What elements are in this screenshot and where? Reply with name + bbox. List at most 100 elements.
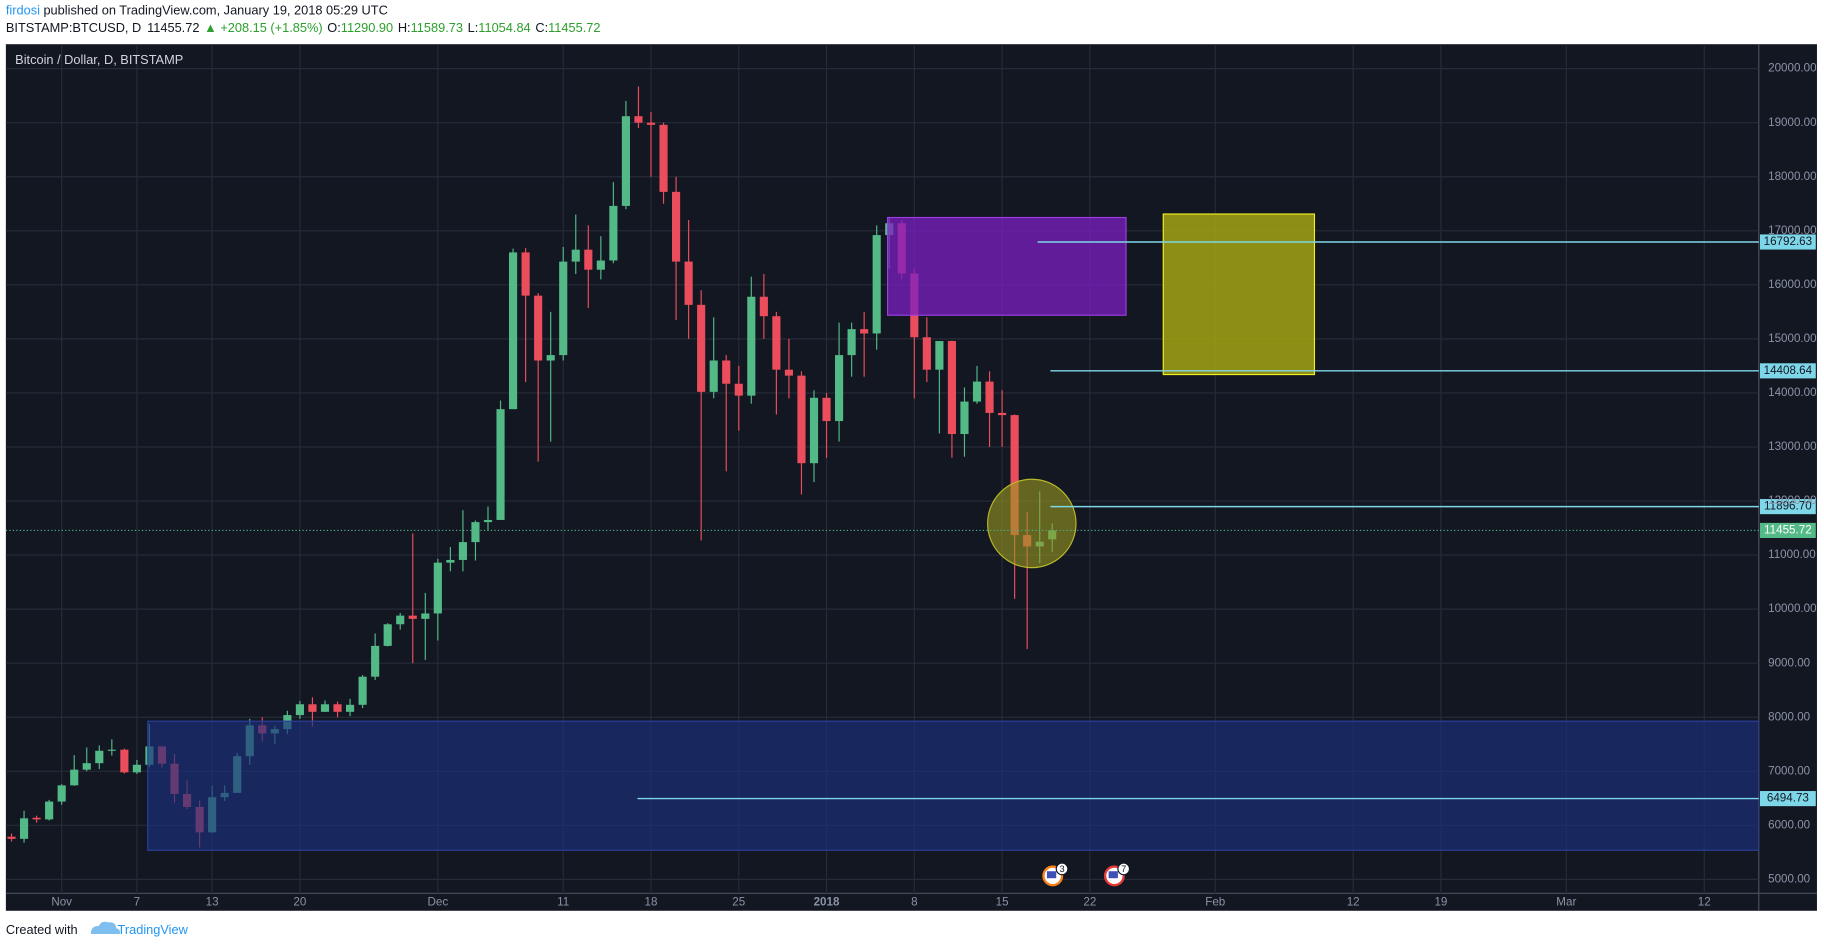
x-tick-label: 13	[206, 896, 219, 909]
candle-body	[320, 704, 330, 712]
candle-body	[383, 624, 392, 646]
last-price-bg	[1759, 522, 1816, 539]
candles	[7, 86, 1057, 848]
x-tick-label: 19	[1434, 896, 1447, 909]
candle-body	[922, 337, 931, 370]
candle-body	[621, 116, 630, 206]
price-label: 14408.64	[1764, 364, 1813, 377]
candle-body	[835, 355, 844, 422]
x-tick-label: 11	[557, 896, 569, 909]
y-tick-label: 17000.00	[1768, 224, 1817, 237]
y-tick-label: 10000.00	[1768, 602, 1817, 615]
candle-body	[684, 261, 693, 305]
candle-body	[985, 381, 994, 413]
x-tick-label: Mar	[1556, 896, 1576, 909]
candle-body	[471, 522, 480, 543]
y-tick-label: 14000.00	[1768, 386, 1817, 399]
candle-body	[95, 750, 104, 764]
candle-body	[132, 764, 141, 773]
x-tick-label: 12	[1698, 896, 1711, 909]
x-tick-label: 18	[645, 896, 658, 909]
close: 11455.72	[548, 20, 600, 35]
candle-body	[847, 329, 856, 356]
candle-body	[57, 785, 66, 802]
candle-body	[998, 412, 1007, 416]
candle-body	[107, 749, 116, 751]
event-icon: 3	[1042, 862, 1069, 887]
candle-body	[358, 676, 367, 705]
candle-body	[759, 296, 768, 317]
candle-body	[872, 235, 881, 334]
candle-body	[860, 329, 869, 334]
candle-body	[609, 205, 618, 261]
y-tick-label: 8000.00	[1768, 710, 1811, 723]
close-label: C:	[535, 20, 548, 35]
price-label-bg	[1759, 791, 1816, 807]
y-tick-label: 20000.00	[1768, 62, 1817, 75]
candle-body	[646, 122, 656, 125]
candle-body	[659, 124, 668, 192]
x-tick-label: 22	[1083, 896, 1096, 909]
price-label-bg	[1759, 499, 1816, 515]
flag	[1046, 871, 1057, 879]
x-tick-label: Feb	[1205, 896, 1225, 909]
y-tick-label: 6000.00	[1768, 818, 1811, 831]
candle-body	[947, 341, 957, 435]
candle-body	[483, 519, 493, 523]
high-label: H:	[398, 20, 411, 35]
zone-rect	[886, 216, 1127, 316]
author: firdosi	[6, 3, 40, 18]
candle-body	[596, 260, 605, 270]
low: 11054.84	[478, 20, 530, 35]
candle-body	[308, 704, 317, 712]
candle-body	[345, 704, 355, 712]
candle-body	[546, 355, 555, 361]
candle-body	[1010, 415, 1019, 536]
candle-body	[697, 304, 706, 392]
candle-body	[634, 116, 643, 123]
x-tick-label: 12	[1347, 896, 1360, 909]
candle-body	[822, 397, 831, 422]
drawings	[147, 213, 1759, 851]
candle-body	[734, 383, 743, 396]
zone-rect	[1162, 213, 1316, 376]
candle-body	[371, 645, 380, 677]
y-tick-label: 15000.00	[1768, 332, 1817, 345]
footer-text: Created with	[6, 922, 78, 937]
candle-body	[972, 381, 982, 402]
event-icon: 7	[1103, 862, 1131, 887]
candle-body	[32, 817, 41, 820]
candle-body	[672, 191, 681, 262]
candle-body	[45, 801, 54, 820]
y-tick-label: 16000.00	[1768, 278, 1817, 291]
badge	[1117, 862, 1131, 876]
last: 11455.72	[147, 20, 199, 35]
candle-body	[421, 613, 430, 619]
badge	[1055, 862, 1069, 876]
candle-body	[534, 295, 543, 361]
price-label: 11896.70	[1764, 500, 1812, 513]
y-tick-label: 11000.00	[1768, 548, 1816, 561]
y-tick-label: 18000.00	[1768, 170, 1817, 183]
candle-body	[747, 296, 756, 396]
candle-body	[709, 360, 718, 392]
high: 11589.73	[411, 20, 463, 35]
candle-body	[571, 249, 580, 262]
quote-line: BITSTAMP:BTCUSD, D 11455.72 ▲ +208.15 (+1.…	[6, 20, 601, 35]
candle-body	[120, 749, 129, 773]
x-tick-label: Dec	[427, 896, 448, 909]
candle-body	[19, 818, 29, 839]
y-tick-label: 9000.00	[1768, 656, 1811, 669]
x-tick-label: 25	[732, 896, 745, 909]
candle-body	[772, 316, 781, 370]
candle-body	[496, 409, 505, 520]
candle-body	[295, 704, 304, 716]
x-tick-label: 20	[293, 896, 306, 909]
candle-body	[7, 836, 16, 839]
open: 11290.90	[341, 20, 393, 35]
candle-body	[508, 252, 518, 410]
candle-body	[722, 360, 731, 384]
footer-brand: TradingView	[118, 922, 189, 937]
x-tick-label: 2018	[814, 896, 840, 909]
